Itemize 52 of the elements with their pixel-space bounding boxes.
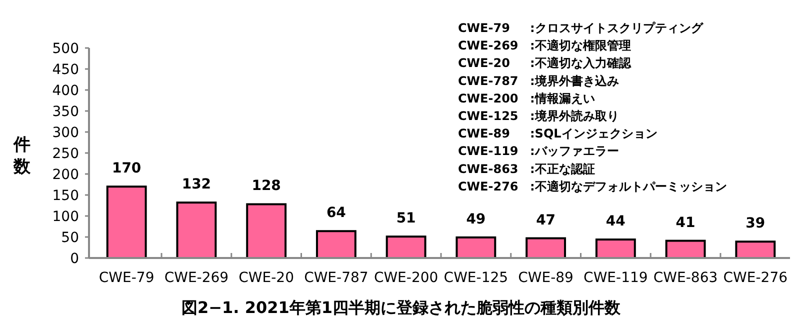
x-tick-label: CWE-125 <box>444 270 508 286</box>
data-label: 128 <box>252 178 281 194</box>
y-tick-label: 250 <box>52 146 79 162</box>
data-label: 51 <box>396 210 416 227</box>
y-tick-label: 50 <box>61 230 79 246</box>
y-tick-label: 150 <box>52 188 79 204</box>
x-tick-label: CWE-276 <box>723 270 788 286</box>
bar <box>106 186 147 259</box>
y-tick-label: 300 <box>52 124 79 141</box>
data-label: 44 <box>606 214 626 230</box>
y-tick-label: 350 <box>52 104 79 120</box>
data-label: 132 <box>182 176 212 193</box>
annotation: CWE-269 :不適切な権限管理 <box>458 38 631 53</box>
annotation: CWE-787 :境界外書き込み <box>458 74 619 88</box>
x-tick-label: CWE-79 <box>98 270 154 286</box>
annotation: CWE-276 :不適切なデフォルトパーミッション <box>458 179 727 194</box>
text: CWE-20 :不適切な入力確認 <box>458 56 631 70</box>
data-label: 64 <box>326 205 346 222</box>
y-tick-label: 500 <box>52 40 79 57</box>
bar <box>386 236 426 259</box>
annotation: CWE-863 :不正な認証 <box>458 162 595 176</box>
annotation: CWE-200 :情報漏えい <box>458 91 595 106</box>
bar <box>456 236 496 259</box>
bar <box>526 237 566 259</box>
x-tick-label: CWE-269 <box>164 270 229 286</box>
annotation: CWE-119 :バッファエラー <box>458 144 619 158</box>
data-label: 49 <box>466 211 486 228</box>
y-tick-label: 200 <box>52 166 79 183</box>
bar <box>735 240 776 259</box>
data-label: 47 <box>536 212 556 228</box>
text: 図2−1. 2021年第1四半期に登録された脆弱性の種類別件数 <box>182 298 622 317</box>
x-tick-label: CWE-200 <box>374 270 438 286</box>
x-tick-label: CWE-89 <box>518 270 574 286</box>
y-tick-label: 400 <box>52 82 79 99</box>
bar <box>176 202 217 259</box>
text: CWE-89 :SQLインジェクション <box>458 126 658 141</box>
x-tick-label: CWE-863 <box>653 270 718 286</box>
x-tick-label: CWE-20 <box>238 270 294 286</box>
y-tick-label: 100 <box>52 208 79 225</box>
text: CWE-79 :クロスサイトスクリプティング <box>458 21 703 35</box>
data-label: 39 <box>746 216 766 232</box>
bar <box>246 203 287 259</box>
annotation: CWE-125 :境界外読み取り <box>458 109 619 123</box>
data-label: 170 <box>112 160 142 177</box>
data-label: 41 <box>676 214 696 231</box>
y-tick-label: 450 <box>52 62 79 78</box>
bar <box>595 238 636 259</box>
x-tick-label: CWE-119 <box>584 270 648 286</box>
bar <box>316 230 356 259</box>
y-axis-title: 件数 <box>12 135 32 177</box>
x-tick-label: CWE-787 <box>304 270 368 286</box>
y-tick-label: 0 <box>70 250 79 267</box>
